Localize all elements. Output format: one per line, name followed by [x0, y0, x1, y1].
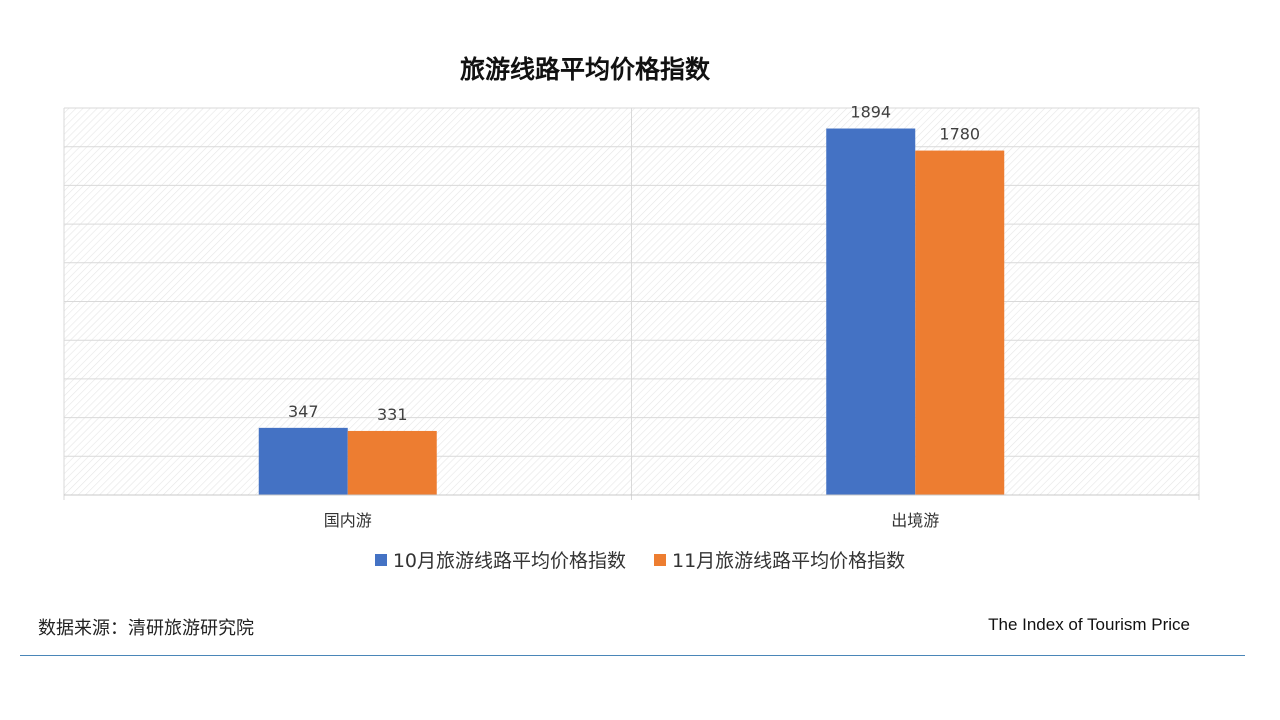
bars [258, 128, 1005, 496]
legend-swatch-series1 [374, 553, 387, 566]
data-label: 1894 [850, 103, 891, 122]
bar-chart: 347 331 1894 1780 国内游 出境游 [63, 103, 1200, 530]
bar-2-2 [915, 150, 1005, 495]
bar-1-2 [826, 128, 916, 496]
x-axis: 国内游 出境游 [64, 494, 1199, 530]
gridlines [63, 107, 1200, 500]
data-source: 数据来源：清研旅游研究院 [38, 618, 254, 639]
chart-title: 旅游线路平均价格指数 [459, 55, 710, 84]
footer-english-title: The Index of Tourism Price [988, 615, 1190, 634]
x-tick-label: 国内游 [324, 511, 372, 530]
legend-swatch-series2 [654, 553, 666, 566]
legend-label-series2: 11月旅游线路平均价格指数 [672, 550, 906, 572]
legend: 10月旅游线路平均价格指数 11月旅游线路平均价格指数 [0, 546, 1280, 573]
bar-1-1 [258, 427, 348, 495]
footer-divider [20, 655, 1245, 656]
data-label: 331 [377, 405, 408, 424]
x-tick-label: 出境游 [891, 511, 939, 530]
legend-item-series2: 11月旅游线路平均价格指数 [654, 546, 905, 573]
legend-label-series1: 10月旅游线路平均价格指数 [392, 550, 626, 572]
data-labels: 347 331 1894 1780 [288, 103, 980, 424]
data-label: 1780 [939, 125, 980, 144]
data-label: 347 [288, 402, 319, 421]
legend-item-series1: 10月旅游线路平均价格指数 [374, 546, 626, 573]
bar-2-1 [347, 430, 437, 495]
